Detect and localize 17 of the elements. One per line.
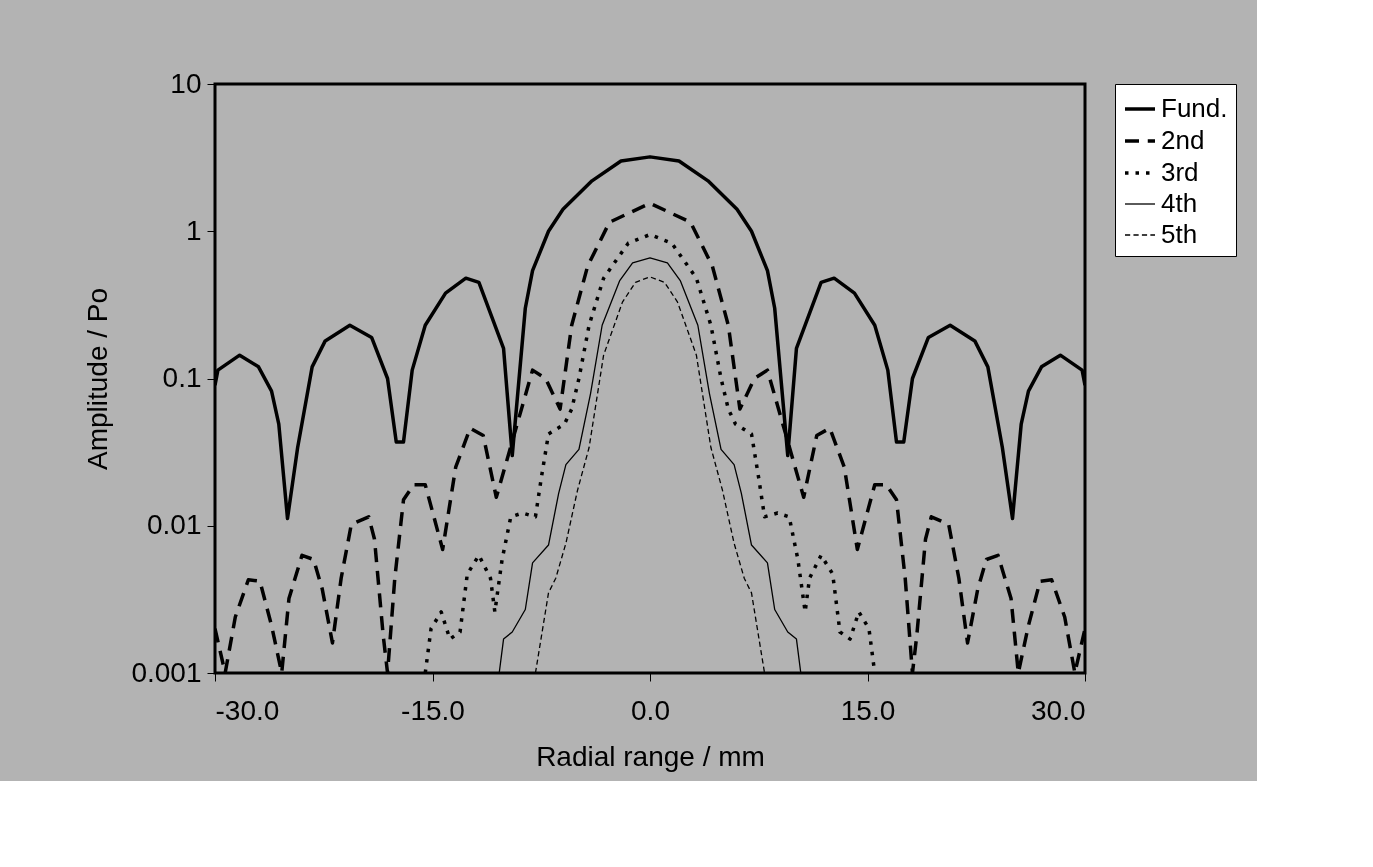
legend-label: 5th [1161, 219, 1198, 249]
x-axis-title: Radial range / mm [536, 740, 765, 772]
x-tick-label: -15.0 [401, 694, 465, 726]
y-tick-label: 1 [185, 214, 202, 246]
y-tick-label: 0.001 [131, 656, 202, 688]
x-tick-label: 15.0 [840, 694, 896, 726]
legend-label: Fund. [1161, 93, 1228, 123]
y-tick-label: 0.1 [162, 362, 202, 393]
x-tick-label: 30.0 [1031, 694, 1086, 726]
legend-label: 2nd [1161, 125, 1205, 155]
y-tick-label: 10 [170, 67, 202, 99]
y-tick-label: 0.01 [147, 509, 202, 541]
x-tick-label: -30.0 [215, 694, 280, 726]
legend-label: 3rd [1161, 157, 1199, 187]
y-axis-title: Amplitude / Po [82, 287, 114, 471]
x-tick-label: 0.0 [631, 694, 670, 726]
legend-label: 4th [1161, 188, 1198, 218]
